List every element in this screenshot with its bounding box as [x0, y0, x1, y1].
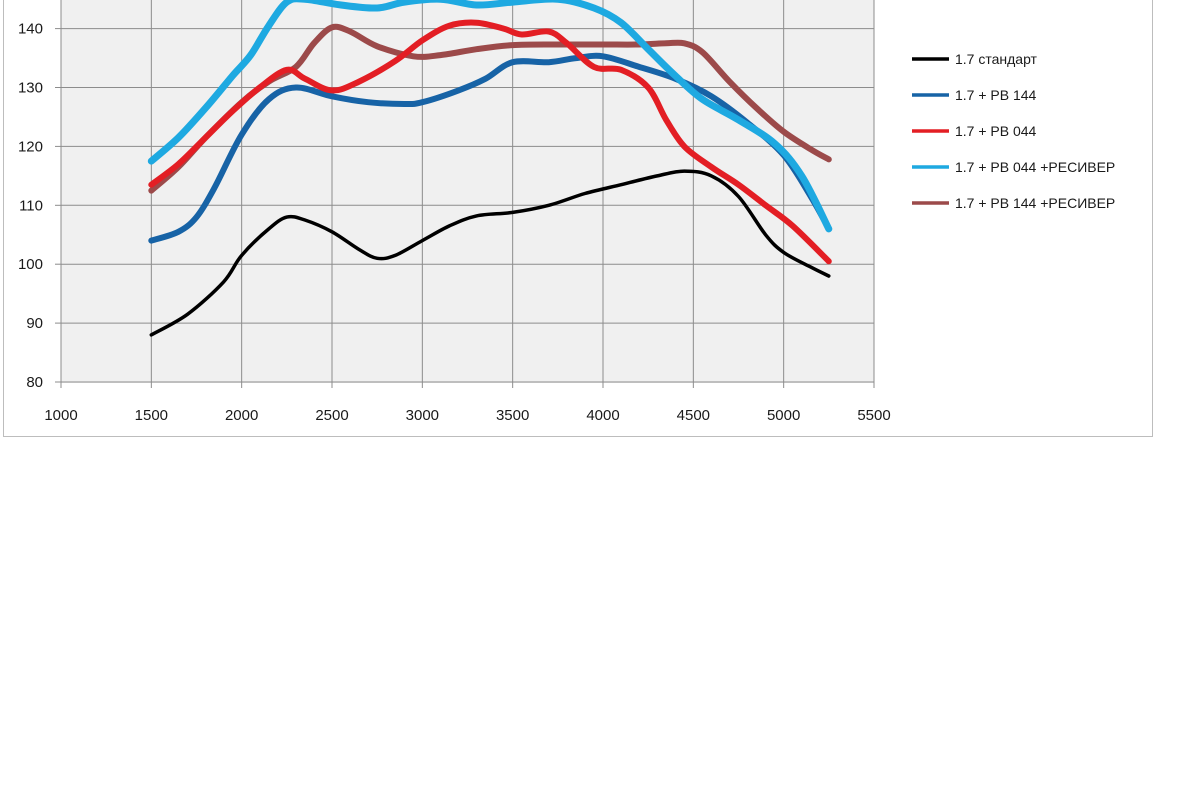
series-line-4	[147, 0, 833, 233]
legend-label: 1.7 + PB 044 +РЕСИВЕР	[955, 159, 1115, 175]
x-tick-label: 3000	[406, 407, 439, 424]
x-tick-label: 4500	[677, 407, 710, 424]
y-tick-label: 140	[18, 21, 43, 38]
x-tick-label: 2000	[225, 407, 258, 424]
y-tick-label: 90	[26, 315, 43, 332]
y-tick-label: 120	[18, 138, 43, 155]
series-line-2	[148, 52, 832, 244]
x-tick-label: 1000	[44, 407, 77, 424]
x-tick-label: 5500	[857, 407, 890, 424]
y-tick-label: 110	[19, 197, 43, 214]
series-line-3	[148, 19, 832, 265]
x-tick-label: 4000	[586, 407, 619, 424]
x-tick-label: 3500	[496, 407, 529, 424]
axes: 80 90 100 110 120 130 140 1000 1500 2000 2500 3000 3…	[18, 0, 891, 424]
legend-label: 1.7 стандарт	[955, 51, 1038, 67]
series-lines	[147, 0, 833, 337]
y-tick-label: 100	[18, 256, 43, 273]
x-tick-label: 2500	[315, 407, 348, 424]
y-tick-label: 80	[26, 374, 43, 391]
legend-label: 1.7 + PB 144 +РЕСИВЕР	[955, 195, 1115, 211]
legend-label: 1.7 + PB 144	[955, 87, 1037, 103]
x-tick-label: 1500	[135, 407, 168, 424]
x-tick-label: 5000	[767, 407, 800, 424]
legend: 1.7 стандарт 1.7 + PB 144 1.7 + PB 044 1.7 …	[912, 51, 1115, 211]
legend-label: 1.7 + PB 044	[955, 123, 1037, 139]
plot-area	[61, 0, 874, 383]
series-line-1	[149, 169, 831, 337]
y-tick-label: 130	[18, 80, 43, 97]
